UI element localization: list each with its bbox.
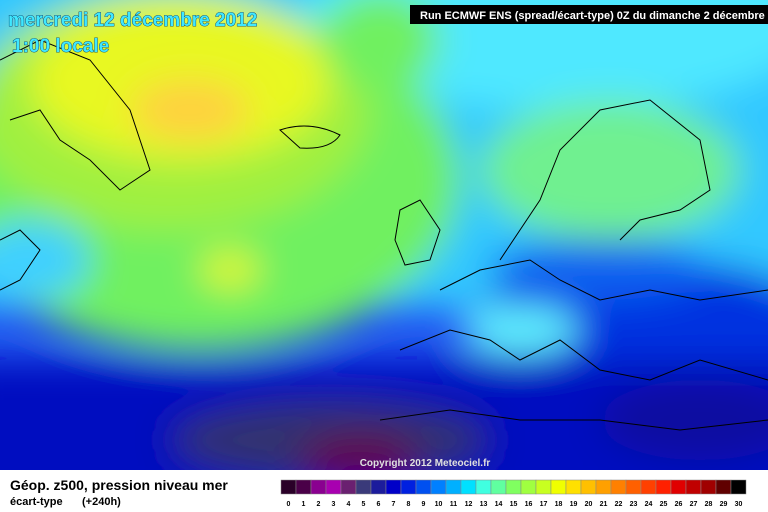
legend-label: 20 bbox=[585, 501, 593, 508]
color-swatch bbox=[460, 479, 477, 495]
color-swatch bbox=[445, 479, 462, 495]
color-swatch bbox=[490, 479, 507, 495]
color-swatch bbox=[475, 479, 492, 495]
legend-label: 29 bbox=[720, 501, 728, 508]
legend-label: 5 bbox=[362, 501, 366, 508]
legend-label: 15 bbox=[510, 501, 518, 508]
color-swatch bbox=[310, 479, 327, 495]
footer-variable: écart-type bbox=[10, 496, 63, 508]
run-info: Run ECMWF ENS (spread/écart-type) 0Z du … bbox=[420, 10, 765, 22]
legend-label: 23 bbox=[630, 501, 638, 508]
color-swatch bbox=[415, 479, 432, 495]
legend-label: 19 bbox=[570, 501, 578, 508]
copyright: Copyright 2012 Meteociel.fr bbox=[360, 458, 491, 469]
legend-label: 16 bbox=[525, 501, 533, 508]
legend-label: 25 bbox=[660, 501, 668, 508]
color-swatch bbox=[715, 479, 732, 495]
color-swatch bbox=[610, 479, 627, 495]
color-swatch bbox=[400, 479, 417, 495]
legend-label: 10 bbox=[435, 501, 443, 508]
color-legend: 0 1 2 3 4 5 6 7 8 9 10 11 12 13 14 15 16 17 18 19 20 21 22 23 24… bbox=[280, 479, 747, 508]
color-swatch bbox=[535, 479, 552, 495]
legend-label: 11 bbox=[450, 501, 458, 508]
color-swatch bbox=[670, 479, 687, 495]
color-swatch bbox=[505, 479, 522, 495]
color-swatch bbox=[580, 479, 597, 495]
legend-label: 3 bbox=[332, 501, 336, 508]
color-swatch bbox=[520, 479, 537, 495]
coastlines bbox=[0, 39, 768, 431]
color-swatch bbox=[550, 479, 567, 495]
date-title: mercredi 12 décembre 2012 bbox=[8, 10, 257, 31]
color-swatch bbox=[625, 479, 642, 495]
legend-label: 18 bbox=[555, 501, 563, 508]
legend-label: 8 bbox=[407, 501, 411, 508]
legend-label: 28 bbox=[705, 501, 713, 508]
color-swatch bbox=[700, 479, 717, 495]
legend-label: 12 bbox=[465, 501, 473, 508]
legend-label: 14 bbox=[495, 501, 503, 508]
legend-label: 1 bbox=[302, 501, 306, 508]
legend-label: 4 bbox=[347, 501, 351, 508]
color-swatch bbox=[430, 479, 447, 495]
legend-label: 21 bbox=[600, 501, 608, 508]
legend-label: 22 bbox=[615, 501, 623, 508]
legend-label: 6 bbox=[377, 501, 381, 508]
legend-label: 17 bbox=[540, 501, 548, 508]
color-swatch bbox=[295, 479, 312, 495]
color-swatch bbox=[685, 479, 702, 495]
legend-label: 27 bbox=[690, 501, 698, 508]
color-swatch bbox=[280, 479, 297, 495]
color-swatch bbox=[355, 479, 372, 495]
footer-lead: (+240h) bbox=[82, 496, 121, 508]
color-swatch bbox=[655, 479, 672, 495]
color-swatch bbox=[565, 479, 582, 495]
color-swatch bbox=[370, 479, 387, 495]
footer-title: Géop. z500, pression niveau mer bbox=[10, 477, 228, 493]
legend-label: 2 bbox=[317, 501, 321, 508]
local-time: 1:00 locale bbox=[12, 36, 109, 57]
legend-label: 9 bbox=[422, 501, 426, 508]
color-swatch bbox=[730, 479, 747, 495]
run-banner bbox=[410, 5, 768, 24]
color-swatch bbox=[340, 479, 357, 495]
color-swatch bbox=[385, 479, 402, 495]
legend-label: 0 bbox=[287, 501, 291, 508]
legend-label: 13 bbox=[480, 501, 488, 508]
color-swatch bbox=[595, 479, 612, 495]
legend-label: 7 bbox=[392, 501, 396, 508]
legend-label: 24 bbox=[645, 501, 653, 508]
legend-label: 26 bbox=[675, 501, 683, 508]
color-swatch bbox=[325, 479, 342, 495]
legend-label: 30 bbox=[735, 501, 743, 508]
color-swatch bbox=[640, 479, 657, 495]
